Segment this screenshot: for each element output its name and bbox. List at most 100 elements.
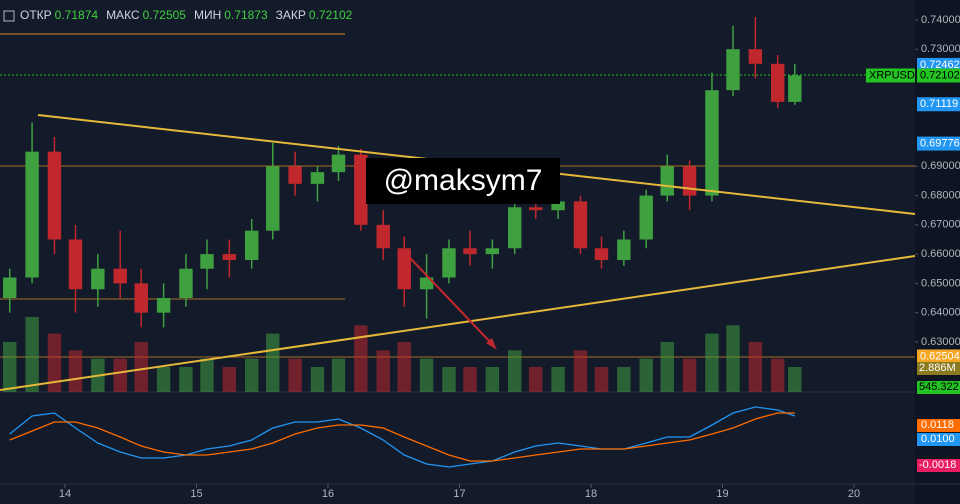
y-tick-label: 0.63000	[921, 336, 960, 348]
volume-bar	[156, 366, 171, 392]
volume-bar	[25, 316, 39, 392]
volume-bar	[507, 350, 522, 392]
candle-body	[244, 230, 259, 260]
volume-bar	[705, 333, 719, 392]
x-tick-label: 18	[585, 488, 597, 500]
candle-body	[617, 239, 631, 260]
candle-body	[573, 201, 588, 249]
y-tick-label: 0.74000	[921, 14, 960, 26]
volume-tag-box	[917, 362, 960, 375]
candle-body	[288, 166, 302, 184]
header-value: 0.72505	[143, 8, 187, 22]
macd-tag-box	[917, 433, 960, 446]
arrow-head	[486, 338, 497, 350]
volume-bar	[288, 358, 302, 392]
candle-body	[507, 207, 522, 249]
x-tick-label: 17	[453, 488, 465, 500]
volume-bar	[551, 366, 565, 392]
volume-bar	[266, 333, 280, 392]
macd-tag: 0.0118	[921, 419, 954, 431]
candle-body	[134, 283, 148, 313]
menu-icon[interactable]	[3, 10, 15, 22]
price-tag-box	[917, 57, 960, 72]
macd-tag: 0.0100	[921, 433, 955, 445]
candle-body	[222, 254, 237, 260]
volume-tag: 545.322	[919, 381, 959, 393]
candle-body	[376, 224, 390, 249]
candle-body	[705, 90, 719, 196]
price-tag-box	[917, 349, 960, 364]
header-label: ЗАКР	[276, 8, 306, 22]
signal-line	[9, 412, 795, 462]
price-tag-box	[917, 68, 960, 83]
price-tag-box	[917, 97, 960, 112]
candle-body	[47, 151, 62, 240]
candle-body	[3, 277, 17, 299]
candle-body	[310, 172, 325, 184]
header-label: ОТКР	[20, 8, 52, 22]
header: ОТКР 0.71874 МАКС 0.72505 МИН 0.71873 ЗАКР 0.72…	[20, 8, 353, 22]
volume-bar	[788, 366, 802, 392]
volume-bar	[331, 358, 346, 392]
volume-bar	[397, 341, 411, 392]
candle-body	[639, 195, 653, 240]
y-tick-label: 0.73000	[921, 43, 960, 55]
volume-bar	[771, 358, 785, 392]
candle-body	[551, 201, 565, 211]
y-tick-label: 0.64000	[921, 307, 960, 319]
trend-line	[0, 255, 916, 391]
countdown: 40:06	[930, 85, 955, 96]
candle-body	[442, 248, 456, 278]
watermark: @maksym7	[384, 164, 543, 197]
y-tick-label: 0.66000	[921, 248, 960, 260]
candle-body	[25, 151, 39, 278]
header-value: 0.71873	[224, 8, 268, 22]
volume-bar	[639, 358, 653, 392]
symbol-tag: XRPUSD	[869, 69, 915, 81]
volume-bar	[573, 350, 588, 392]
volume-bar	[179, 366, 193, 392]
volume-bar	[594, 366, 609, 392]
x-tick-label: 19	[716, 488, 728, 500]
x-tick-label: 15	[190, 488, 202, 500]
volume-bar	[748, 341, 763, 392]
volume-bar	[726, 325, 740, 392]
candle-body	[266, 166, 280, 231]
candle-body	[726, 49, 740, 91]
candle-body	[419, 277, 434, 290]
volume-bar	[442, 366, 456, 392]
macd-tag: -0.0018	[919, 459, 956, 471]
volume-bar	[113, 358, 127, 392]
y-tick-label: 0.67000	[921, 219, 960, 231]
macd-tag-box	[917, 459, 960, 472]
volume-bar	[617, 366, 631, 392]
candle-body	[91, 268, 105, 290]
candle-body	[485, 248, 500, 255]
marks: 0.74000 0.73000 0.69000 0.68000 0.67000 0.660…	[3, 14, 960, 500]
header-label: МИН	[194, 8, 221, 22]
volume-bar	[529, 366, 543, 392]
y-tick-label: 0.68000	[921, 189, 960, 201]
candle-body	[682, 166, 697, 196]
x-tick-label: 16	[322, 488, 334, 500]
macd-tag-box	[917, 419, 960, 432]
x-tick-label: 20	[848, 488, 860, 500]
volume-bar	[682, 358, 697, 392]
candle-body	[354, 154, 368, 225]
volume-bar	[134, 341, 148, 392]
price-tag: 0.69776	[920, 137, 960, 149]
price-tag: 0.71119	[920, 98, 958, 110]
volume-bar	[244, 358, 259, 392]
price-tag-box	[917, 136, 960, 151]
candle-body	[113, 268, 127, 284]
price-tag: 0.62504	[920, 350, 960, 362]
candle-body	[68, 239, 83, 290]
volume-bar	[660, 341, 674, 392]
candle-body	[200, 254, 214, 269]
watermark-box	[366, 158, 560, 204]
y-tick-label: 0.69000	[921, 160, 960, 172]
candle-body	[529, 207, 543, 211]
price-tag: 0.72102	[920, 69, 960, 81]
x-tick-label: 14	[59, 488, 71, 500]
